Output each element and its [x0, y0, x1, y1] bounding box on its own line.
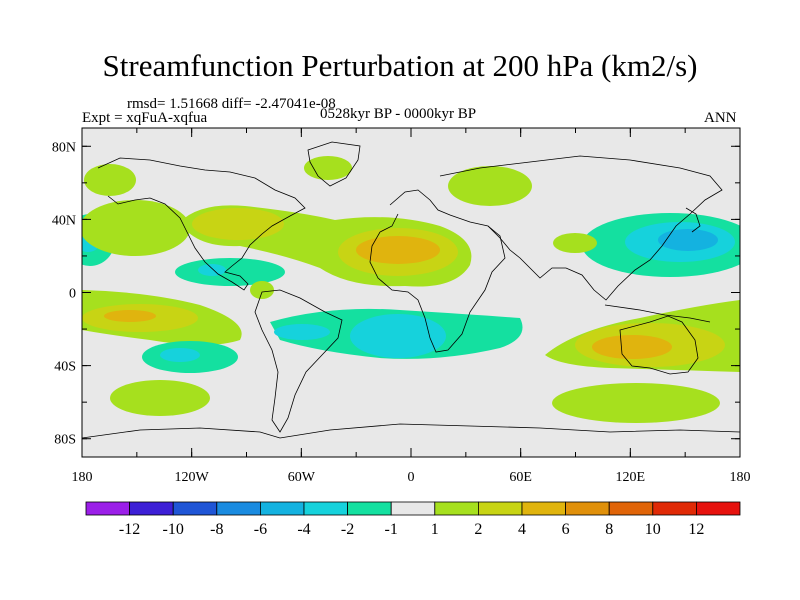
- x-tick-label: 180: [730, 470, 751, 485]
- x-tick-label: 120E: [616, 470, 646, 485]
- x-tick-label: 60W: [288, 470, 316, 485]
- colorbar: -12 -10 -8 -6 -4 -2 -1 1 2 4 6 8 10 12: [85, 501, 741, 538]
- y-tick-label: 40N: [52, 213, 76, 228]
- colorbar-label: 12: [688, 521, 704, 538]
- colorbar-swatch: [347, 501, 392, 516]
- japan-coast: [685, 207, 701, 233]
- x-tick-label: 180: [72, 470, 93, 485]
- colorbar-label: -10: [163, 521, 184, 538]
- south-america-coast: [254, 289, 343, 433]
- colorbar-label: 4: [518, 521, 526, 538]
- colorbar-swatch: [259, 501, 305, 516]
- colorbar-label: -6: [254, 521, 267, 538]
- s-pacific-positive-field: [82, 290, 242, 345]
- colorbar-label: -4: [297, 521, 310, 538]
- colorbar-swatch: [477, 501, 523, 516]
- y-tick-label: 80N: [52, 140, 76, 155]
- stats-label: rmsd= 1.51668 diff= -2.47041e-08: [127, 96, 336, 112]
- colorbar-swatch: [129, 501, 174, 516]
- greenland-positive-field: [304, 156, 352, 180]
- arabia-positive-field: [553, 233, 597, 253]
- colorbar-swatch: [303, 501, 348, 516]
- axis-ticks: [81, 128, 741, 457]
- x-tick-label: 120W: [175, 470, 210, 485]
- colorbar-swatch: [434, 501, 479, 516]
- asia-coast: [439, 155, 723, 301]
- contour-fields: [82, 156, 740, 423]
- period-label: 0528kyr BP - 0000kyr BP: [320, 106, 477, 122]
- y-tick-label: 80S: [54, 433, 76, 448]
- colorbar-swatch: [565, 501, 610, 516]
- colorbar-label: -12: [119, 521, 140, 538]
- chart-title: Streamfunction Perturbation at 200 hPa (…: [102, 48, 698, 83]
- southern-negative-field: [270, 308, 523, 359]
- axis-labels: 180 120W 60W 0 60E 120E 180 80N 40N 0 40S 80S: [52, 140, 751, 485]
- alaska-positive-field: [84, 164, 136, 196]
- australia-coast: [619, 315, 699, 375]
- colorbar-swatch: [390, 501, 436, 516]
- colorbar-swatch: [172, 501, 218, 516]
- colorbar-label: 2: [474, 521, 482, 538]
- experiment-label: Expt = xqFuA-xqfua: [82, 110, 208, 126]
- colorbar-label: -2: [341, 521, 354, 538]
- central-asia-positive-field: [448, 166, 532, 206]
- x-tick-label: 0: [408, 470, 415, 485]
- antarctica-coast: [82, 423, 740, 439]
- colorbar-label: 6: [562, 521, 570, 538]
- colorbar-swatch: [85, 501, 130, 516]
- season-label: ANN: [704, 110, 737, 126]
- colorbar-swatch: [652, 501, 697, 516]
- x-tick-label: 60E: [509, 470, 532, 485]
- coastlines: [82, 141, 740, 439]
- colorbar-swatch: [216, 501, 261, 516]
- y-tick-label: 0: [69, 287, 76, 302]
- europe-africa-coast: [369, 189, 506, 353]
- maritime-continent-coast: [604, 304, 711, 323]
- y-tick-label: 40S: [54, 360, 76, 375]
- colorbar-label: 10: [645, 521, 661, 538]
- greenland-coast: [307, 141, 361, 187]
- atlantic-sahara-positive-field: [180, 205, 472, 287]
- colorbar-swatch: [696, 501, 741, 516]
- s-pacific-highlat-positive-field: [110, 380, 210, 416]
- colorbar-label: 1: [431, 521, 439, 538]
- colorbar-label: 8: [605, 521, 613, 538]
- colorbar-label: -8: [210, 521, 223, 538]
- n-pacific-positive-field: [82, 200, 190, 256]
- colorbar-swatch: [521, 501, 566, 516]
- colorbar-label: -1: [385, 521, 398, 538]
- north-america-coast: [97, 157, 306, 291]
- southern-ocean-positive-field: [552, 383, 720, 423]
- colorbar-swatch: [608, 501, 654, 516]
- tropical-negative-field: [175, 258, 285, 286]
